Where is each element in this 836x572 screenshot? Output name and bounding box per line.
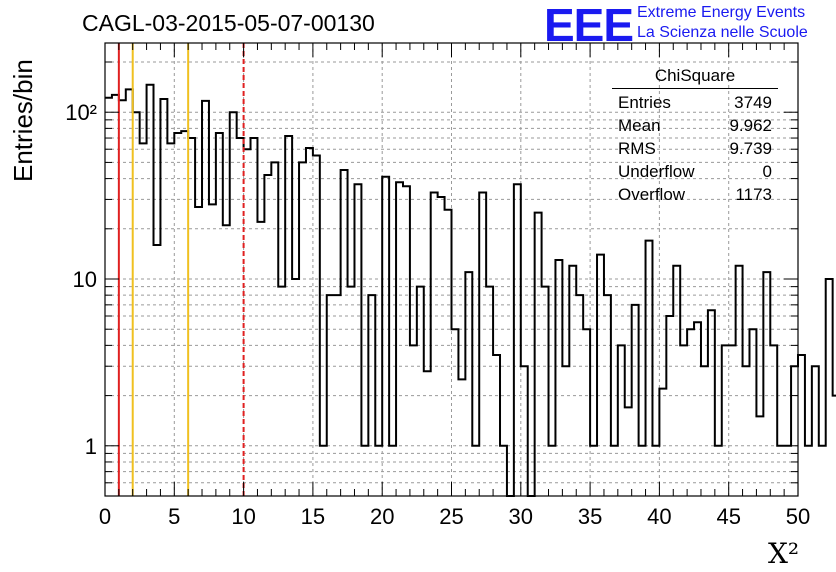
stat-row-underflow: Underflow 0 <box>612 160 778 183</box>
y-axis-label: Entries/bin <box>8 59 38 182</box>
stat-label: Overflow <box>618 185 686 204</box>
x-tick-label: 35 <box>578 504 602 529</box>
x-tick-label: 15 <box>301 504 325 529</box>
logo-line-2: La Scienza nelle Scuole <box>637 24 808 41</box>
chart-title: CAGL-03-2015-05-07-00130 <box>82 10 375 36</box>
stat-value: 3749 <box>734 93 772 112</box>
y-tick-label: 1 <box>85 434 97 459</box>
stat-value: 9.962 <box>729 116 772 135</box>
stat-value: 1173 <box>735 185 772 204</box>
stats-box: ChiSquare Entries 3749 Mean 9.962 RMS 9.739… <box>612 66 778 206</box>
y-tick-label: 10 <box>73 267 97 292</box>
stat-label: Mean <box>618 116 661 135</box>
stat-value: 0 <box>762 162 772 181</box>
y-tick-label: 10² <box>65 100 97 125</box>
x-tick-label: 10 <box>231 504 255 529</box>
x-tick-label: 20 <box>370 504 394 529</box>
stat-row-mean: Mean 9.962 <box>612 114 778 137</box>
logo-line-1: Extreme Energy Events <box>637 4 806 21</box>
x-tick-label: 0 <box>99 504 111 529</box>
eee-logo: EEE <box>544 0 634 51</box>
stat-label: Entries <box>618 93 671 112</box>
x-tick-label: 40 <box>647 504 671 529</box>
x-tick-label: 25 <box>439 504 463 529</box>
x-axis-label: X² <box>768 537 800 570</box>
stat-value: 9.739 <box>729 139 772 158</box>
x-tick-label: 45 <box>716 504 740 529</box>
x-tick-label: 30 <box>509 504 533 529</box>
x-tick-label: 5 <box>168 504 180 529</box>
x-tick-label: 50 <box>786 504 810 529</box>
stat-label: Underflow <box>618 162 695 181</box>
stat-row-rms: RMS 9.739 <box>612 137 778 160</box>
stats-title: ChiSquare <box>612 66 778 89</box>
histogram-outline <box>105 83 836 497</box>
stat-row-entries: Entries 3749 <box>612 91 778 114</box>
stat-label: RMS <box>618 139 656 158</box>
stat-row-overflow: Overflow 1173 <box>612 183 778 206</box>
